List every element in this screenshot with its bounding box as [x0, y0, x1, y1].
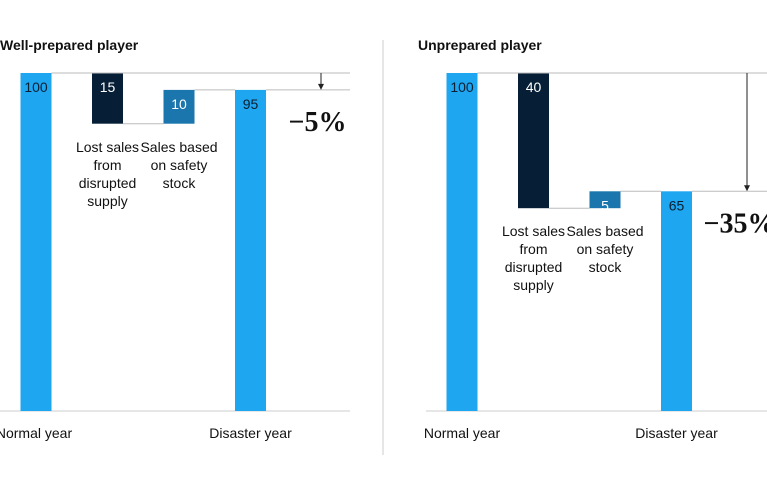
- x-tick-label: Normal year: [0, 425, 73, 441]
- value-label: 10: [171, 96, 187, 112]
- bar: [518, 73, 549, 209]
- category-label: Lost sales from disrupted supply: [75, 138, 140, 209]
- bar: [163, 89, 195, 124]
- bar: [92, 73, 123, 124]
- x-tick-label: Normal year: [423, 425, 501, 441]
- arrow-head: [318, 83, 324, 90]
- category-label: Sales based on safety stock: [566, 223, 644, 276]
- annotation: −35%: [704, 208, 767, 239]
- value-label: 15: [100, 79, 116, 95]
- category-label: Lost sales from disrupted supply: [501, 223, 566, 294]
- chart-title: Well-prepared player: [0, 37, 139, 53]
- bar: [589, 191, 621, 209]
- bar: [446, 73, 478, 411]
- bar: [661, 191, 692, 411]
- bar: [20, 73, 52, 411]
- value-label: 95: [243, 96, 259, 112]
- chart-title: Unprepared player: [418, 37, 542, 53]
- arrow-head: [744, 185, 750, 192]
- value-label: 40: [526, 79, 542, 95]
- x-tick-label: Disaster year: [635, 425, 718, 441]
- value-label: 5: [601, 197, 609, 213]
- x-tick-label: Disaster year: [209, 425, 292, 441]
- annotation: −5%: [289, 107, 347, 138]
- value-label: 100: [24, 79, 48, 95]
- value-label: 100: [450, 79, 474, 95]
- value-label: 65: [669, 197, 685, 213]
- category-label: Sales based on safety stock: [140, 138, 218, 191]
- bar: [235, 89, 266, 412]
